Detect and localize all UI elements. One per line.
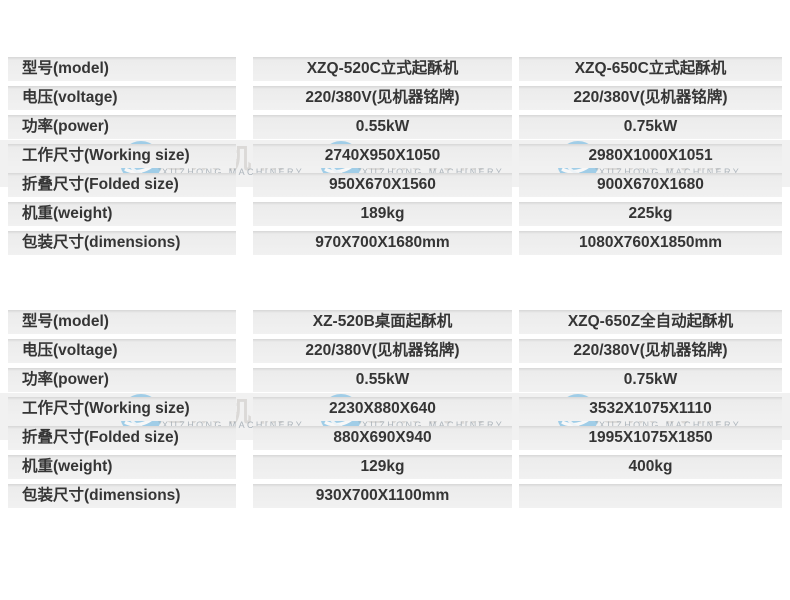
row-label: 功率(power): [8, 368, 236, 392]
row-label: 电压(voltage): [8, 339, 236, 363]
spec-value: 189kg: [253, 202, 512, 226]
spec-value: 2230X880X640: [253, 397, 512, 421]
spec-value: 0.55kW: [253, 368, 512, 392]
table-row: 功率(power) 0.55kW 0.75kW: [0, 368, 790, 392]
row-label: 型号(model): [8, 310, 236, 334]
table-row: 电压(voltage) 220/380V(见机器铭牌) 220/380V(见机器…: [0, 339, 790, 363]
row-label: 包装尺寸(dimensions): [8, 231, 236, 255]
spec-value: 970X700X1680mm: [253, 231, 512, 255]
row-label: 型号(model): [8, 57, 236, 81]
table-row: 包装尺寸(dimensions) 930X700X1100mm: [0, 484, 790, 508]
spec-value: [519, 484, 782, 508]
spec-value: 1080X760X1850mm: [519, 231, 782, 255]
table-row: 型号(model) XZ-520B桌面起酥机 XZQ-650Z全自动起酥机: [0, 310, 790, 334]
spec-value: XZ-520B桌面起酥机: [253, 310, 512, 334]
spec-value: XZQ-650Z全自动起酥机: [519, 310, 782, 334]
table-row: 型号(model) XZQ-520C立式起酥机 XZQ-650C立式起酥机: [0, 57, 790, 81]
spec-value: 225kg: [519, 202, 782, 226]
row-label: 包装尺寸(dimensions): [8, 484, 236, 508]
table-row: 电压(voltage) 220/380V(见机器铭牌) 220/380V(见机器…: [0, 86, 790, 110]
spec-value: 220/380V(见机器铭牌): [519, 339, 782, 363]
row-label: 折叠尺寸(Folded size): [8, 173, 236, 197]
row-label: 功率(power): [8, 115, 236, 139]
spec-value: XZQ-650C立式起酥机: [519, 57, 782, 81]
spec-table-2: 型号(model) XZ-520B桌面起酥机 XZQ-650Z全自动起酥机 电压…: [0, 310, 790, 513]
row-label: 工作尺寸(Working size): [8, 144, 236, 168]
table-row: 功率(power) 0.55kW 0.75kW: [0, 115, 790, 139]
table-row: 机重(weight) 129kg 400kg: [0, 455, 790, 479]
spec-value: 2980X1000X1051: [519, 144, 782, 168]
spec-value: XZQ-520C立式起酥机: [253, 57, 512, 81]
spec-table-1: 型号(model) XZQ-520C立式起酥机 XZQ-650C立式起酥机 电压…: [0, 57, 790, 260]
table-row: 机重(weight) 189kg 225kg: [0, 202, 790, 226]
spec-value: 900X670X1680: [519, 173, 782, 197]
table-row: 包装尺寸(dimensions) 970X700X1680mm 1080X760…: [0, 231, 790, 255]
table-row: 工作尺寸(Working size) 2230X880X640 3532X107…: [0, 397, 790, 421]
row-label: 电压(voltage): [8, 86, 236, 110]
spec-value: 220/380V(见机器铭牌): [253, 86, 512, 110]
spec-value: 930X700X1100mm: [253, 484, 512, 508]
row-label: 机重(weight): [8, 455, 236, 479]
spec-value: 0.75kW: [519, 115, 782, 139]
spec-value: 220/380V(见机器铭牌): [253, 339, 512, 363]
spec-value: 2740X950X1050: [253, 144, 512, 168]
spec-value: 1995X1075X1850: [519, 426, 782, 450]
spec-value: 950X670X1560: [253, 173, 512, 197]
row-label: 折叠尺寸(Folded size): [8, 426, 236, 450]
row-label: 机重(weight): [8, 202, 236, 226]
spec-value: 400kg: [519, 455, 782, 479]
spec-value: 880X690X940: [253, 426, 512, 450]
table-row: 折叠尺寸(Folded size) 950X670X1560 900X670X1…: [0, 173, 790, 197]
spec-value: 0.75kW: [519, 368, 782, 392]
spec-value: 220/380V(见机器铭牌): [519, 86, 782, 110]
spec-value: 0.55kW: [253, 115, 512, 139]
spec-value: 3532X1075X1110: [519, 397, 782, 421]
table-row: 工作尺寸(Working size) 2740X950X1050 2980X10…: [0, 144, 790, 168]
spec-value: 129kg: [253, 455, 512, 479]
row-label: 工作尺寸(Working size): [8, 397, 236, 421]
table-row: 折叠尺寸(Folded size) 880X690X940 1995X1075X…: [0, 426, 790, 450]
